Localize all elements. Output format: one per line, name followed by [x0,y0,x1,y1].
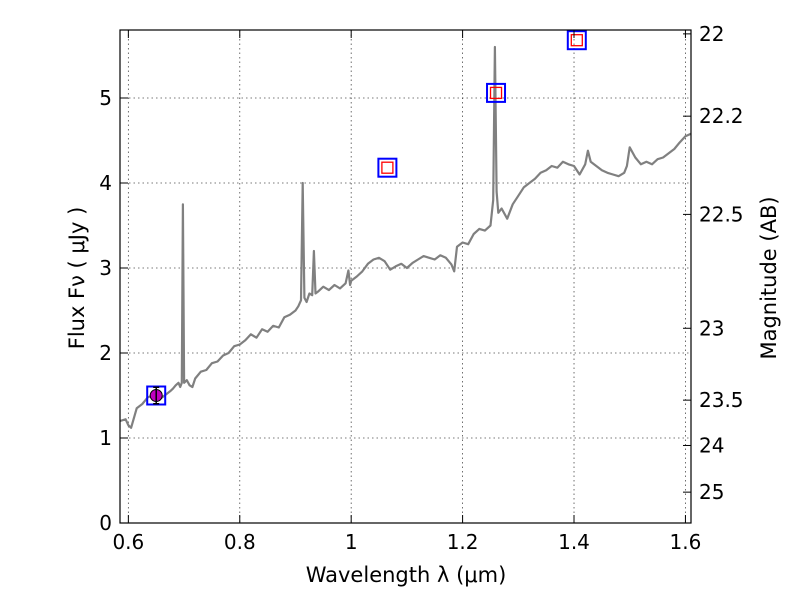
plot-frame [119,29,692,524]
observed-flux-marker [381,161,394,174]
mag-tick-label: 23 [699,316,724,340]
y2-axis-label: Magnitude (AB) [757,196,781,359]
mag-tick-label: 22 [699,22,724,46]
y-tick-label: 4 [99,171,112,195]
spectrum-line [119,45,692,429]
observed-flux-marker [489,86,503,100]
grid-layer [120,30,691,524]
mag-tick-label: 22.5 [699,202,744,226]
x-axis-label: Wavelength λ (μm) [306,563,507,587]
y-tick-label: 5 [99,86,112,110]
mag-tick-label: 24 [699,433,724,457]
y-tick-label: 0 [99,511,112,535]
tick-layer: 0.6 0.8 1 1.2 1.4 1.60123452222.222.52323.524… [99,22,743,554]
x-tick-label: 1.4 [558,530,590,554]
x-tick-label: 1.2 [447,530,479,554]
photometry-markers [146,30,587,406]
y-tick-label: 2 [99,341,112,365]
mag-tick-label: 25 [699,480,724,504]
y-axis-label: Flux Fν ( μJy ) [65,207,89,350]
x-tick-label: 1.6 [670,530,702,554]
observed-flux-marker [570,34,583,47]
mag-tick-label: 22.2 [699,104,744,128]
model-flux-marker [486,82,507,103]
x-tick-label: 0.8 [224,530,256,554]
x-tick-label: 0.6 [112,530,144,554]
model-flux-marker [566,30,587,51]
spectrum-layer [119,45,692,429]
y-tick-label: 1 [99,426,112,450]
y-tick-label: 3 [99,256,112,280]
model-flux-marker [377,157,398,178]
x-tick-label: 1 [345,530,358,554]
mag-tick-label: 23.5 [699,388,744,412]
